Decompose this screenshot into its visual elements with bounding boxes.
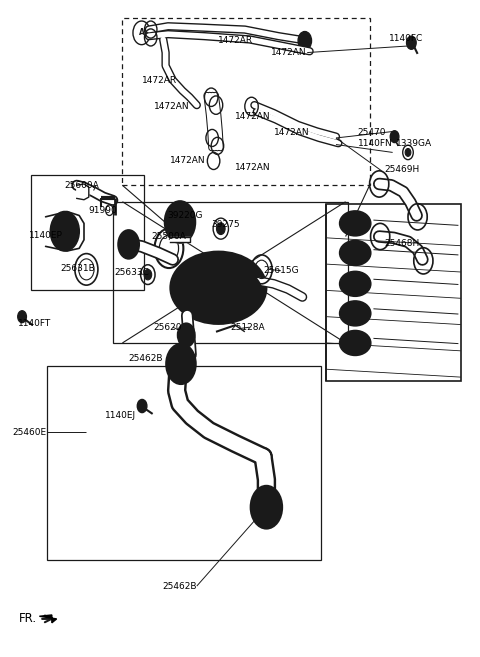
Text: 1472AN: 1472AN bbox=[170, 156, 206, 166]
Ellipse shape bbox=[170, 252, 266, 324]
Text: FR.: FR. bbox=[19, 612, 37, 625]
Text: 91990: 91990 bbox=[89, 206, 118, 215]
Ellipse shape bbox=[339, 301, 371, 326]
Circle shape bbox=[118, 230, 139, 259]
Bar bbox=[31, 175, 144, 290]
Text: 25128A: 25128A bbox=[230, 323, 265, 332]
Circle shape bbox=[251, 486, 282, 528]
Ellipse shape bbox=[339, 271, 371, 296]
Text: 1140FN: 1140FN bbox=[358, 139, 392, 148]
Ellipse shape bbox=[174, 256, 263, 319]
Text: 25468H: 25468H bbox=[384, 238, 419, 248]
Ellipse shape bbox=[339, 330, 371, 355]
Text: 25615G: 25615G bbox=[263, 266, 299, 275]
Circle shape bbox=[181, 259, 208, 296]
Circle shape bbox=[238, 276, 262, 309]
Text: 39220G: 39220G bbox=[167, 211, 203, 220]
Circle shape bbox=[405, 148, 411, 156]
Text: 25470: 25470 bbox=[358, 128, 386, 137]
Circle shape bbox=[178, 323, 195, 347]
Circle shape bbox=[165, 201, 195, 243]
Text: 1140EJ: 1140EJ bbox=[105, 411, 136, 420]
Text: 1472AN: 1472AN bbox=[235, 163, 271, 172]
Polygon shape bbox=[77, 184, 89, 200]
Text: 25462B: 25462B bbox=[162, 581, 197, 591]
Text: 25633C: 25633C bbox=[114, 268, 149, 277]
Text: A: A bbox=[139, 28, 144, 37]
Text: 1472AN: 1472AN bbox=[154, 102, 189, 111]
Ellipse shape bbox=[339, 240, 371, 265]
Circle shape bbox=[298, 32, 312, 50]
Circle shape bbox=[216, 223, 225, 235]
Text: 25631B: 25631B bbox=[60, 263, 95, 273]
Polygon shape bbox=[39, 615, 57, 623]
Circle shape bbox=[137, 399, 147, 413]
Circle shape bbox=[78, 185, 87, 198]
Bar bbox=[113, 202, 348, 343]
Circle shape bbox=[50, 212, 79, 251]
Text: 25462B: 25462B bbox=[129, 353, 163, 363]
Circle shape bbox=[209, 269, 240, 311]
Text: 25600A: 25600A bbox=[65, 181, 99, 190]
Text: 1472AR: 1472AR bbox=[142, 76, 177, 85]
Text: 25620: 25620 bbox=[154, 323, 182, 332]
Text: A: A bbox=[249, 294, 254, 304]
Text: 1140FT: 1140FT bbox=[18, 319, 51, 328]
Circle shape bbox=[407, 36, 416, 49]
Text: 1339GA: 1339GA bbox=[396, 139, 432, 148]
Text: 25469H: 25469H bbox=[384, 165, 419, 174]
Text: 1140FC: 1140FC bbox=[389, 34, 423, 43]
Circle shape bbox=[390, 131, 399, 143]
Text: 39275: 39275 bbox=[211, 220, 240, 229]
Circle shape bbox=[167, 344, 195, 384]
Text: 1472AR: 1472AR bbox=[218, 36, 253, 45]
Text: 25460E: 25460E bbox=[12, 428, 46, 437]
Polygon shape bbox=[46, 212, 84, 251]
Bar bbox=[122, 18, 370, 185]
Bar bbox=[326, 204, 461, 381]
Text: 1140EP: 1140EP bbox=[29, 231, 63, 240]
Text: 1472AN: 1472AN bbox=[235, 112, 271, 122]
Text: 25500A: 25500A bbox=[152, 232, 186, 241]
Text: 1472AN: 1472AN bbox=[274, 128, 309, 137]
Bar bbox=[47, 366, 321, 560]
Circle shape bbox=[70, 217, 75, 224]
Circle shape bbox=[144, 269, 152, 280]
Ellipse shape bbox=[339, 211, 371, 236]
Circle shape bbox=[18, 311, 26, 323]
Circle shape bbox=[70, 238, 75, 245]
Text: 1472AN: 1472AN bbox=[271, 48, 307, 57]
Circle shape bbox=[55, 238, 60, 245]
Circle shape bbox=[55, 217, 60, 224]
Polygon shape bbox=[170, 237, 190, 242]
